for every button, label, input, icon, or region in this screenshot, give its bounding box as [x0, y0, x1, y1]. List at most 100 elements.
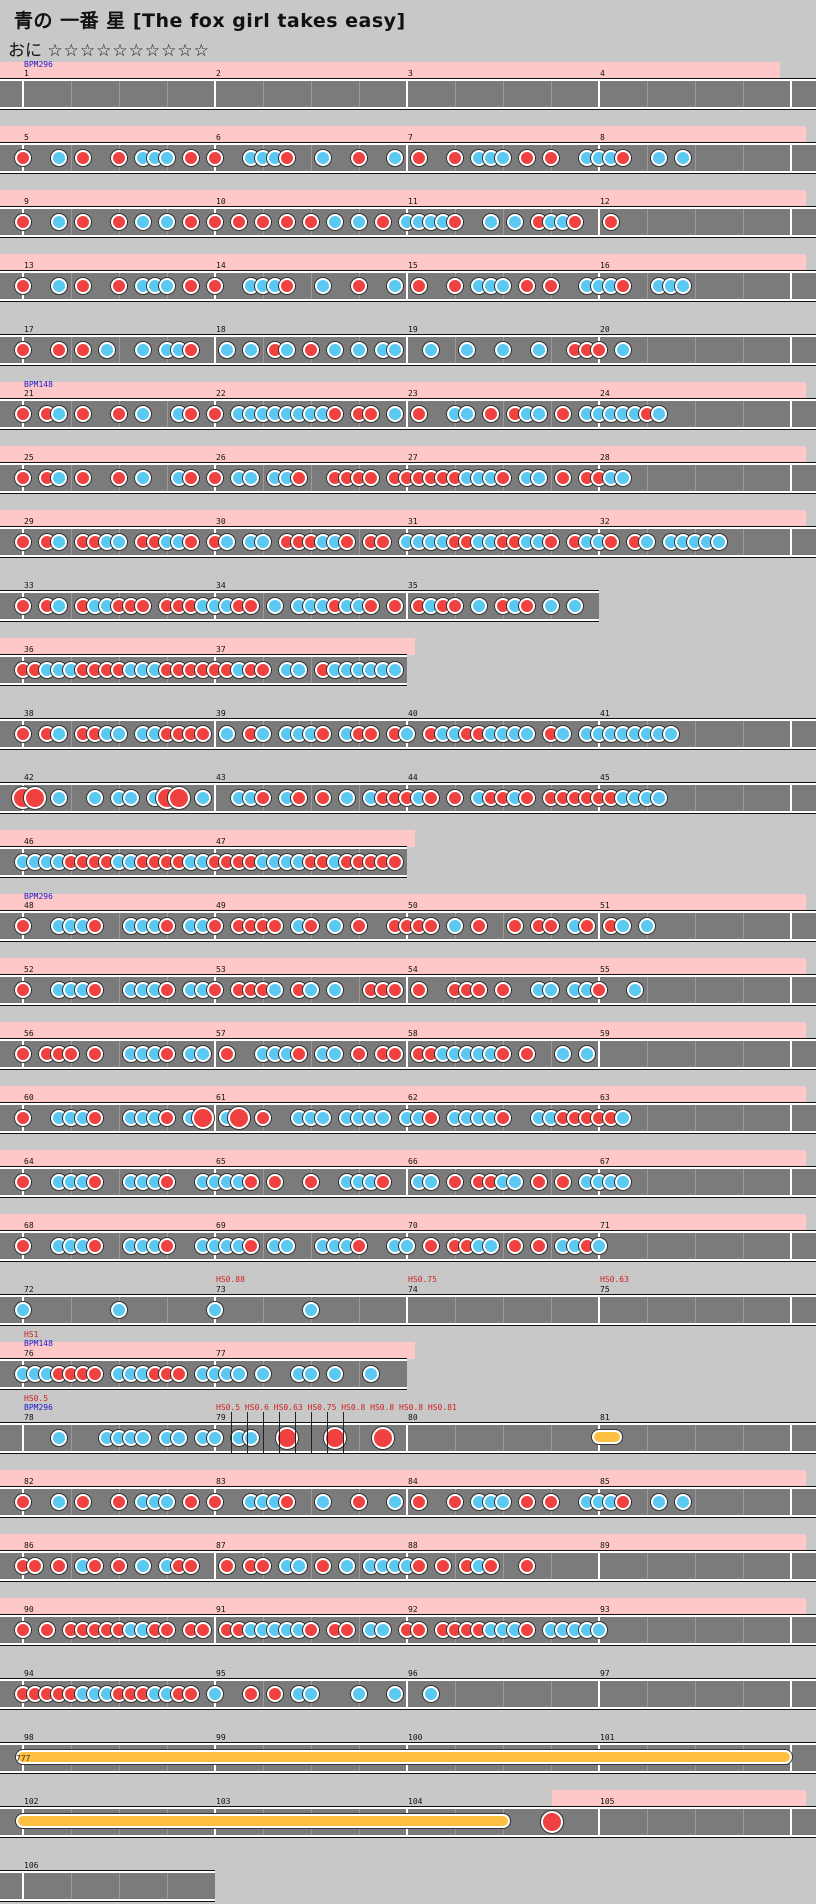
ka-note	[255, 726, 271, 742]
lane-edge-bottom	[0, 685, 407, 686]
measure-number: 24	[600, 389, 610, 398]
don-note	[75, 342, 91, 358]
lane-edge-top	[0, 462, 816, 463]
barline	[790, 1615, 792, 1645]
chart-title: 青の 一番 星 [The fox girl takes easy]	[14, 10, 406, 32]
don-note	[411, 406, 427, 422]
ka-note	[207, 1302, 223, 1318]
don-note	[519, 790, 535, 806]
beatline	[311, 657, 312, 683]
ka-note	[651, 790, 667, 806]
measure-number: 82	[24, 1477, 34, 1486]
beatline	[119, 1041, 120, 1067]
measure-number: 17	[24, 325, 34, 334]
ka-note	[423, 342, 439, 358]
ka-note	[675, 278, 691, 294]
beatline	[551, 337, 552, 363]
beatline	[743, 1297, 744, 1323]
don-note	[192, 1107, 214, 1129]
ka-note	[387, 406, 403, 422]
beatline	[743, 465, 744, 491]
don-note	[279, 278, 295, 294]
ka-note	[51, 726, 67, 742]
don-note	[375, 214, 391, 230]
beatline	[119, 81, 120, 107]
don-note	[555, 1174, 571, 1190]
lane-edge-bottom	[0, 1261, 816, 1262]
scroll-change-marker	[343, 1412, 344, 1454]
don-note	[603, 214, 619, 230]
difficulty-stars: ☆☆☆☆☆☆☆☆☆☆	[47, 41, 210, 61]
ka-note	[51, 278, 67, 294]
gogo-section	[0, 1342, 415, 1359]
ka-note	[135, 214, 151, 230]
chart-row: 36 37	[0, 638, 816, 686]
don-note	[75, 214, 91, 230]
measure-number: 15	[408, 261, 418, 270]
measure-number: 4	[600, 69, 605, 78]
lane-edge-bottom	[0, 1005, 816, 1006]
ka-note	[51, 406, 67, 422]
beatline	[359, 529, 360, 555]
drumroll-bar	[16, 1750, 792, 1764]
lane-edge-bottom	[0, 1517, 816, 1518]
drumroll-bar	[16, 1814, 510, 1828]
beatline	[455, 1681, 456, 1707]
don-note	[159, 982, 175, 998]
lane-edge-bottom	[0, 813, 816, 814]
don-note	[75, 278, 91, 294]
beatline	[551, 1681, 552, 1707]
barline	[598, 1679, 600, 1709]
ka-note	[315, 150, 331, 166]
don-note	[15, 1046, 31, 1062]
measure-number: 46	[24, 837, 34, 846]
barline	[790, 79, 792, 109]
beatline	[359, 977, 360, 1003]
don-note	[447, 790, 463, 806]
don-note	[423, 918, 439, 934]
ka-note	[399, 726, 415, 742]
gogo-section	[0, 958, 806, 975]
measure-number: 38	[24, 709, 34, 718]
don-note	[51, 342, 67, 358]
beatline	[119, 1105, 120, 1131]
barline	[214, 1039, 216, 1069]
ka-note	[135, 470, 151, 486]
ka-note	[495, 1494, 511, 1510]
beatline	[743, 1617, 744, 1643]
beatline	[503, 209, 504, 235]
measure-number: 50	[408, 901, 418, 910]
big-don-note	[541, 1811, 563, 1833]
measure-number: 102	[24, 1797, 39, 1806]
chart-row: 94 95 96 97	[0, 1662, 816, 1710]
roll-label: 777	[16, 1754, 31, 1763]
don-note	[243, 1174, 259, 1190]
don-note	[87, 1558, 103, 1574]
beatline	[695, 1233, 696, 1259]
lane-edge-bottom	[0, 301, 816, 302]
ka-note	[339, 790, 355, 806]
ka-note	[207, 1686, 223, 1702]
beatline	[695, 145, 696, 171]
ka-note	[495, 278, 511, 294]
don-note	[183, 1494, 199, 1510]
ka-note	[471, 598, 487, 614]
beatline	[551, 401, 552, 427]
don-note	[447, 214, 463, 230]
ka-note	[351, 342, 367, 358]
don-note	[87, 1110, 103, 1126]
gogo-section	[0, 62, 780, 79]
beatline	[263, 337, 264, 363]
barline	[406, 143, 408, 173]
lane-edge-top	[0, 590, 599, 591]
don-note	[495, 1110, 511, 1126]
lane-edge-top	[0, 1358, 407, 1359]
don-note	[243, 598, 259, 614]
chart-row: 21 22 23 24 BPM148	[0, 380, 816, 430]
ka-note	[483, 214, 499, 230]
don-note	[51, 1558, 67, 1574]
don-note	[183, 150, 199, 166]
beatline	[503, 81, 504, 107]
don-note	[372, 1427, 394, 1449]
beatline	[359, 1425, 360, 1451]
